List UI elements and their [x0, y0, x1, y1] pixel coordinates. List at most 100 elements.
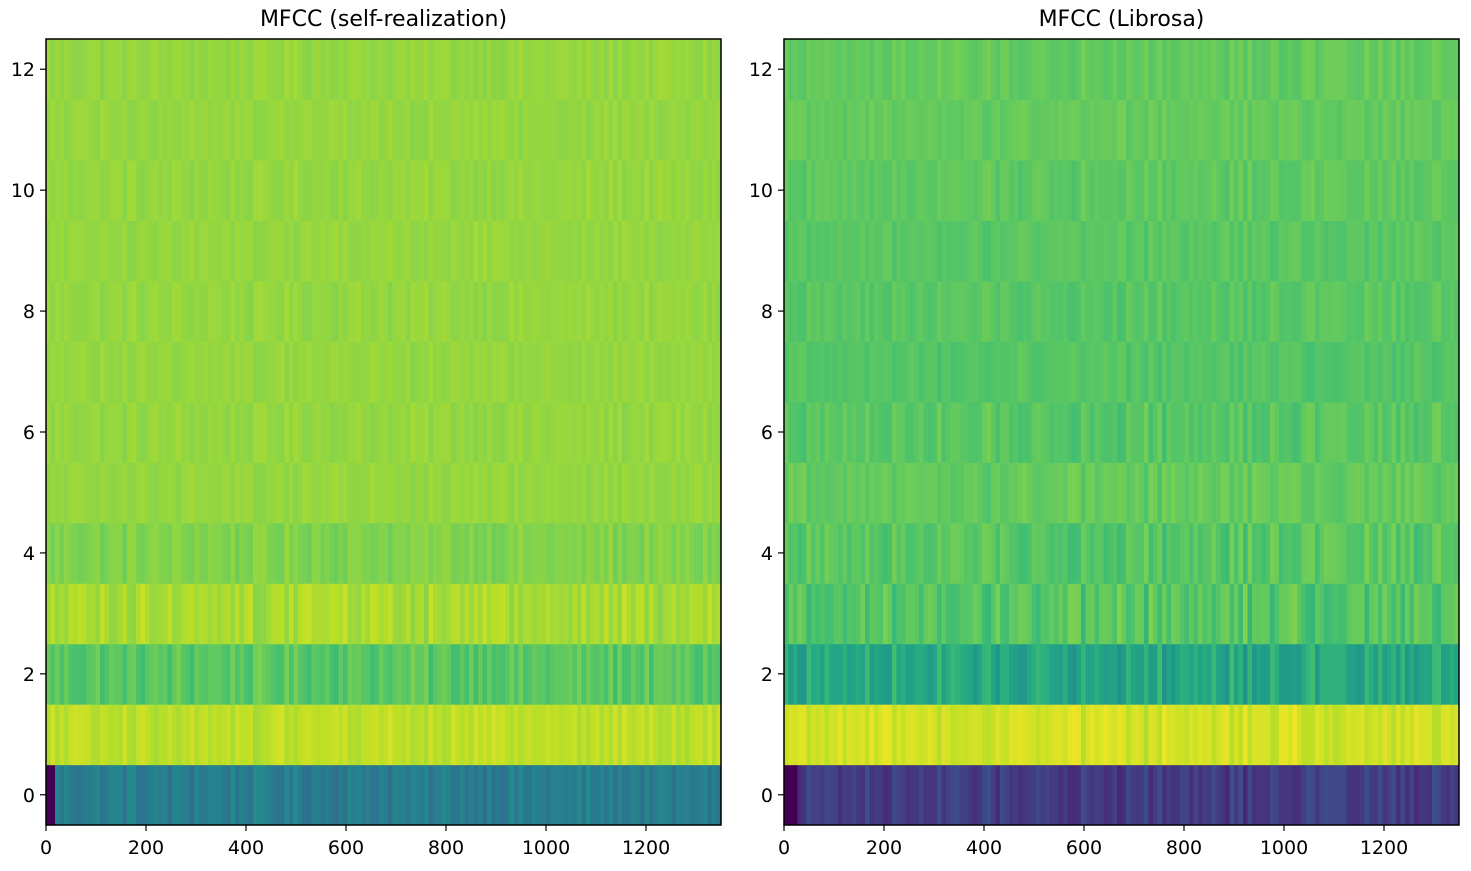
- heatmap-cell: [100, 583, 106, 645]
- heatmap-cell: [1396, 220, 1402, 282]
- heatmap-cell: [347, 401, 353, 463]
- heatmap-cell: [415, 462, 421, 524]
- heatmap-cell: [127, 280, 133, 342]
- heatmap-cell: [1184, 159, 1190, 221]
- heatmap-cell: [685, 220, 691, 282]
- heatmap-cell: [244, 159, 250, 221]
- heatmap-cell: [95, 704, 101, 766]
- heatmap-cell: [1279, 220, 1285, 282]
- heatmap-cell: [1400, 704, 1406, 766]
- heatmap-cell: [676, 704, 682, 766]
- heatmap-cell: [1454, 159, 1459, 221]
- heatmap-cell: [1382, 280, 1388, 342]
- heatmap-cell: [1337, 583, 1343, 645]
- heatmap-cell: [626, 280, 632, 342]
- heatmap-cell: [851, 522, 857, 584]
- heatmap-cell: [937, 280, 943, 342]
- heatmap-cell: [122, 280, 128, 342]
- heatmap-cell: [1252, 583, 1258, 645]
- heatmap-cell: [1112, 401, 1118, 463]
- heatmap-cell: [811, 99, 817, 161]
- heatmap-cell: [1454, 401, 1459, 463]
- heatmap-cell: [1144, 643, 1150, 705]
- heatmap-cell: [172, 583, 178, 645]
- heatmap-cell: [613, 704, 619, 766]
- heatmap-cell: [1310, 159, 1316, 221]
- heatmap-cell: [464, 341, 470, 403]
- heatmap-cell: [1364, 39, 1370, 101]
- heatmap-cell: [1351, 220, 1357, 282]
- heatmap-cell: [1333, 39, 1339, 101]
- heatmap-cell: [500, 39, 506, 101]
- heatmap-cell: [118, 583, 124, 645]
- heatmap-cell: [1085, 704, 1091, 766]
- heatmap-cell: [1211, 341, 1217, 403]
- heatmap-cell: [428, 583, 434, 645]
- heatmap-cell: [986, 583, 992, 645]
- heatmap-cell: [1094, 583, 1100, 645]
- heatmap-cell: [491, 99, 497, 161]
- heatmap-cell: [653, 583, 659, 645]
- heatmap-cell: [1121, 220, 1127, 282]
- heatmap-cell: [428, 401, 434, 463]
- heatmap-cell: [109, 522, 115, 584]
- heatmap-cell: [707, 341, 713, 403]
- heatmap-cell: [572, 159, 578, 221]
- heatmap-cell: [1189, 462, 1195, 524]
- heatmap-cell: [1310, 39, 1316, 101]
- heatmap-cell: [203, 764, 209, 825]
- heatmap-cell: [631, 220, 637, 282]
- heatmap-cell: [496, 280, 502, 342]
- heatmap-cell: [1400, 99, 1406, 161]
- heatmap-cell: [815, 280, 821, 342]
- heatmap-cell: [329, 280, 335, 342]
- heatmap-cell: [838, 462, 844, 524]
- heatmap-cell: [415, 280, 421, 342]
- heatmap-cell: [361, 220, 367, 282]
- heatmap-cell: [671, 39, 677, 101]
- heatmap-cell: [365, 341, 371, 403]
- heatmap-cell: [437, 159, 443, 221]
- heatmap-cell: [833, 99, 839, 161]
- heatmap-cell: [572, 401, 578, 463]
- heatmap-cell: [1166, 99, 1172, 161]
- heatmap-cell: [932, 159, 938, 221]
- heatmap-cell: [1162, 522, 1168, 584]
- heatmap-cell: [293, 39, 299, 101]
- heatmap-cell: [392, 341, 398, 403]
- heatmap-cell: [797, 704, 803, 766]
- heatmap-cell: [1009, 39, 1015, 101]
- heatmap-cell: [136, 462, 142, 524]
- heatmap-cell: [658, 462, 664, 524]
- heatmap-cell: [1085, 643, 1091, 705]
- heatmap-cell: [541, 522, 547, 584]
- heatmap-cell: [1004, 462, 1010, 524]
- heatmap-cell: [883, 39, 889, 101]
- heatmap-cell: [563, 704, 569, 766]
- heatmap-cell: [248, 280, 254, 342]
- heatmap-cell: [1301, 159, 1307, 221]
- heatmap-cell: [1081, 764, 1087, 825]
- heatmap-cell: [518, 764, 524, 825]
- heatmap-cell: [158, 401, 164, 463]
- heatmap-cell: [905, 99, 911, 161]
- heatmap-cell: [1085, 401, 1091, 463]
- heatmap-cell: [95, 280, 101, 342]
- heatmap-cell: [698, 220, 704, 282]
- heatmap-cell: [347, 159, 353, 221]
- heatmap-cell: [968, 522, 974, 584]
- heatmap-cell: [604, 99, 610, 161]
- heatmap-cell: [446, 220, 452, 282]
- heatmap-cell: [226, 39, 232, 101]
- heatmap-cell: [86, 280, 92, 342]
- heatmap-cell: [1252, 341, 1258, 403]
- heatmap-cell: [869, 643, 875, 705]
- heatmap-cell: [55, 220, 61, 282]
- heatmap-cell: [145, 522, 151, 584]
- heatmap-cell: [1346, 159, 1352, 221]
- heatmap-cell: [1121, 99, 1127, 161]
- heatmap-cell: [1126, 341, 1132, 403]
- heatmap-cell: [1418, 643, 1424, 705]
- heatmap-cell: [919, 764, 925, 825]
- heatmap-cell: [1292, 220, 1298, 282]
